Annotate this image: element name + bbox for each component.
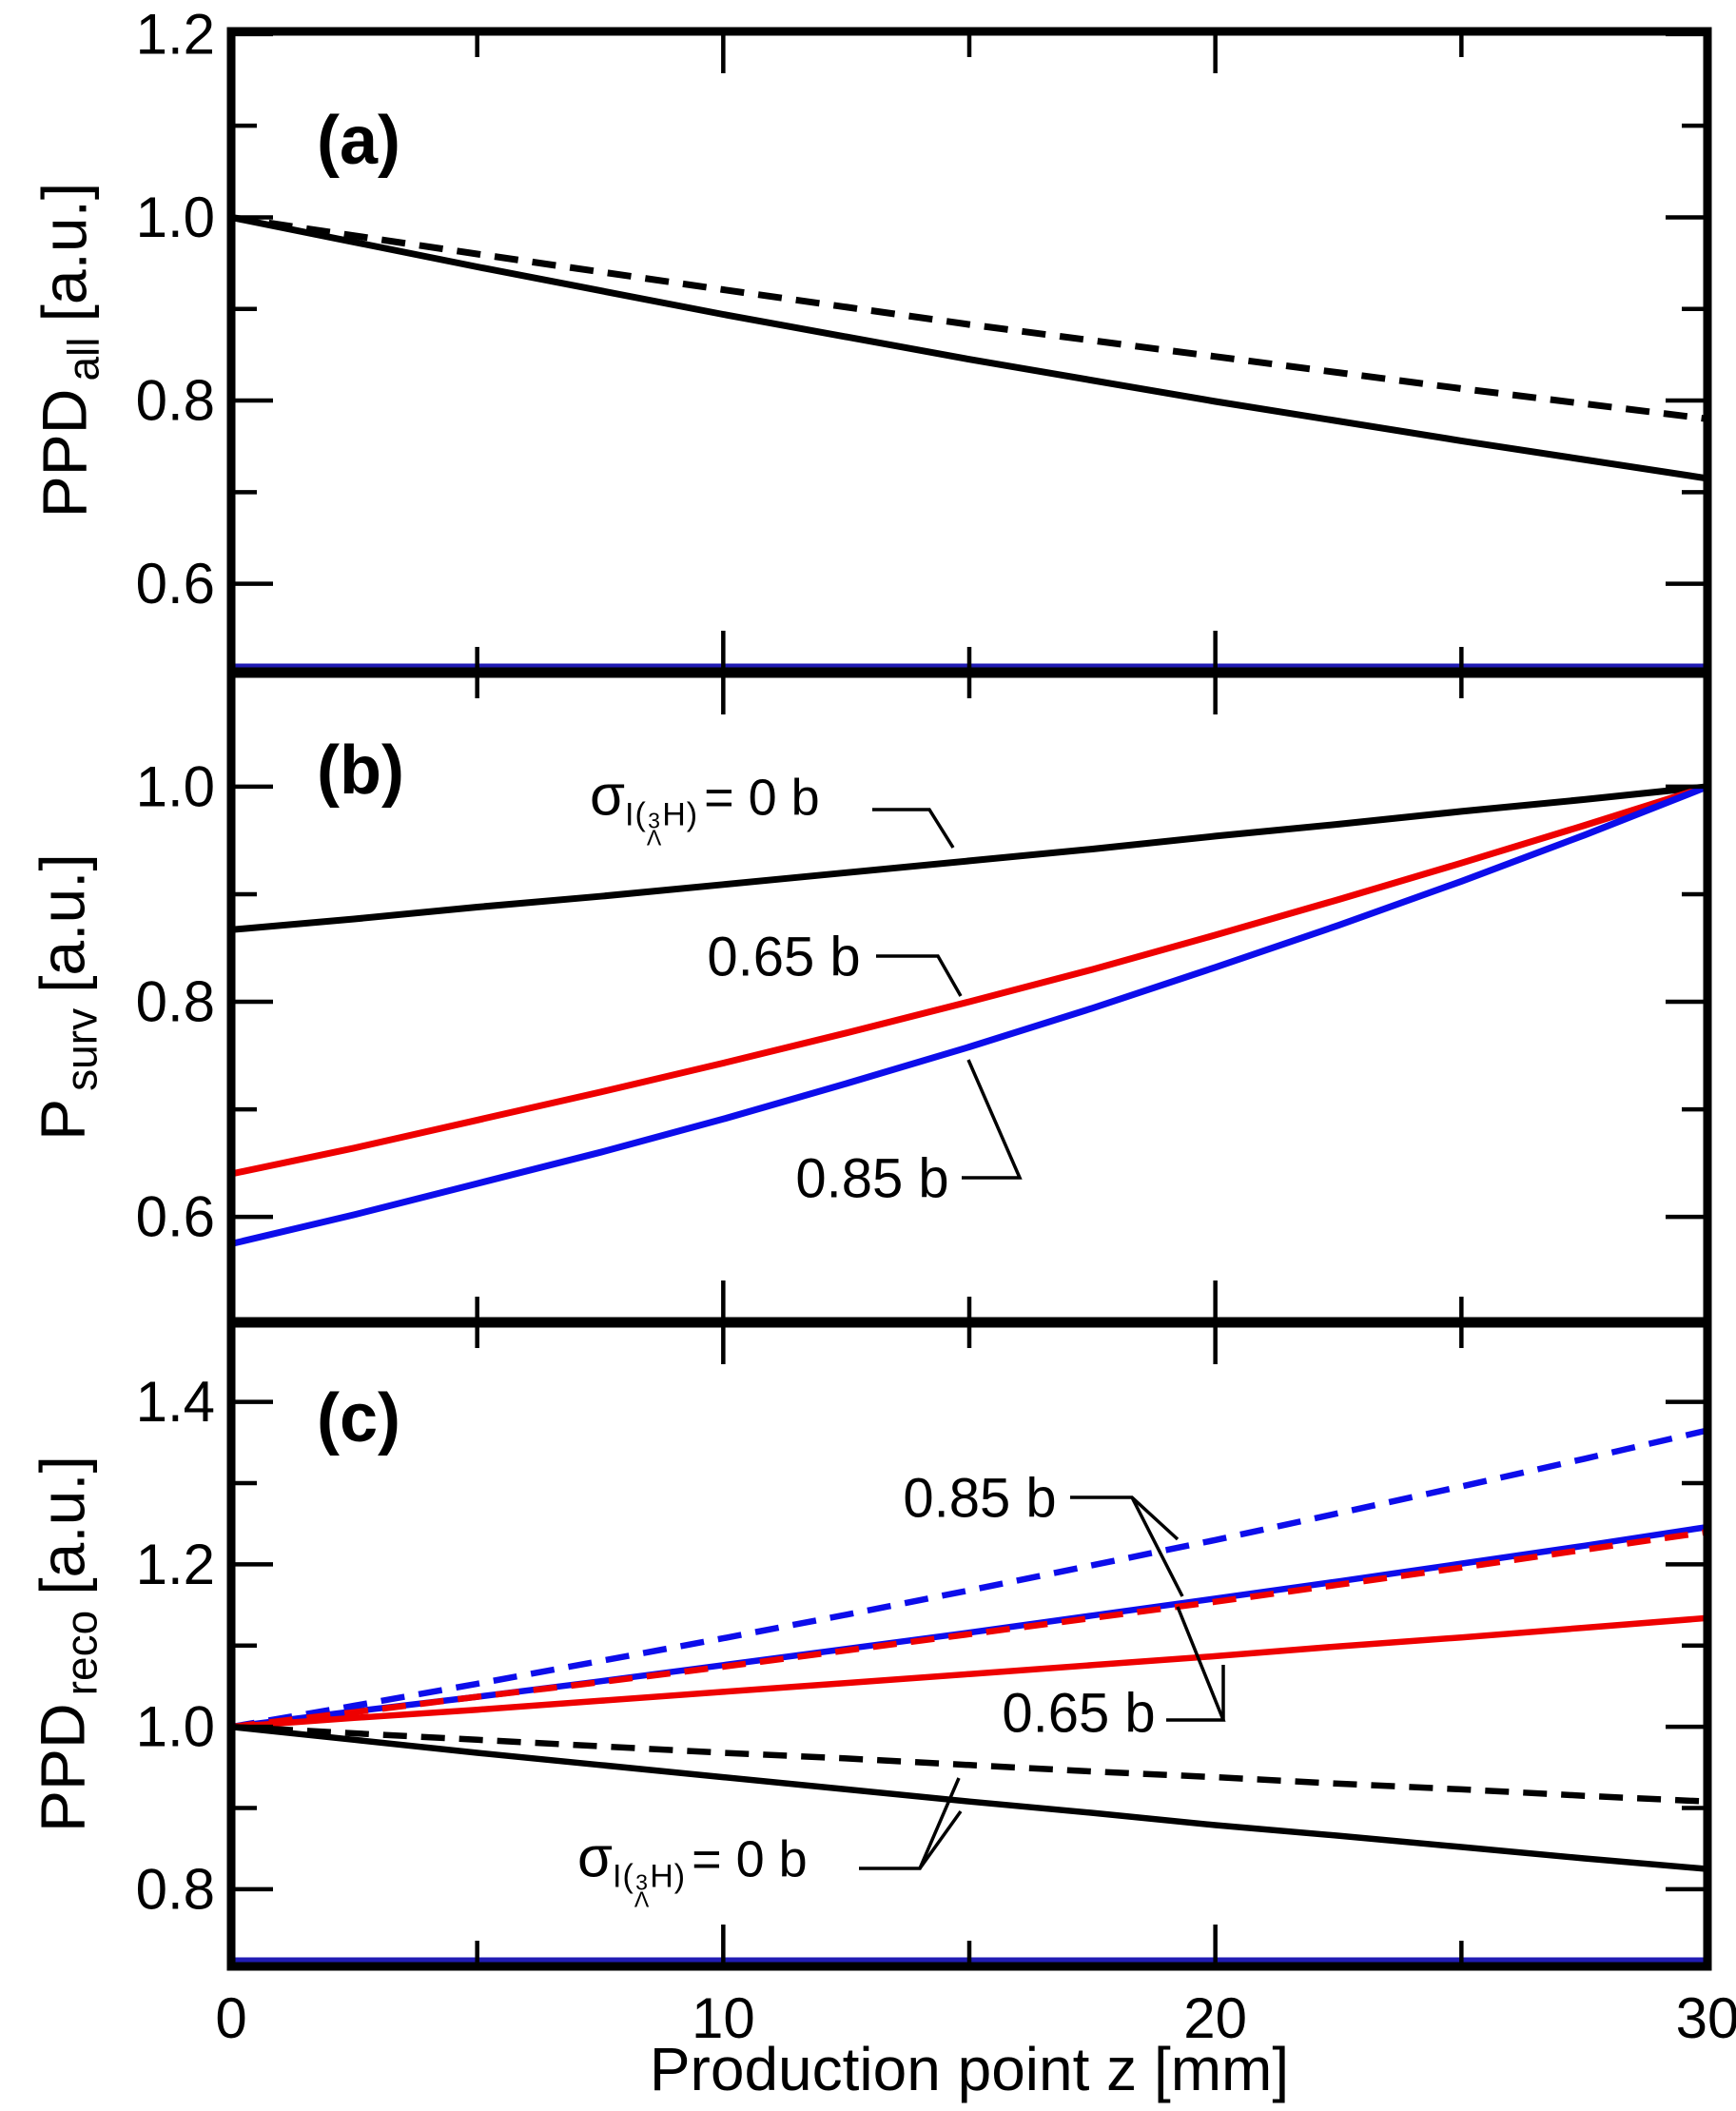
- y-tick-label: 0.6: [136, 1185, 215, 1249]
- plot-frame: [226, 27, 1712, 1971]
- curve-ppd-all-dashed-black: [230, 214, 1708, 422]
- curve-ppd-all-solid-black: [230, 214, 1708, 482]
- curve-ppd-reco-0b-solid: [230, 1723, 1708, 1872]
- annotation-psurv-sigma-065b: 0.65 b: [707, 927, 860, 988]
- annotation-ppd-reco-085b: 0.85 b: [903, 1468, 1056, 1530]
- curve-ppd-reco-085b-dashed: [230, 1427, 1708, 1730]
- panel-label-b: (b): [317, 733, 404, 809]
- curve-ppd-reco-085b-solid: [230, 1523, 1708, 1730]
- annotation-leader: [918, 1809, 963, 1870]
- y-tick-label: 1.2: [136, 1533, 215, 1596]
- y-tick-label: 1.4: [136, 1370, 215, 1434]
- curve-psurv-sigma-0b: [230, 783, 1708, 933]
- annotation-leader: [876, 954, 963, 997]
- x-tick-label: 30: [1676, 1986, 1736, 2050]
- y-tick-label: 1.0: [136, 754, 215, 818]
- annotation-leader: [872, 808, 955, 849]
- annotation-leader: [1070, 1495, 1180, 1541]
- y-tick-label: 0.8: [136, 970, 215, 1034]
- y-tick-label: 0.6: [136, 552, 215, 616]
- y-tick-label: 1.0: [136, 186, 215, 249]
- annotation-leader: [1130, 1496, 1184, 1597]
- annotation-leader: [962, 1059, 1023, 1180]
- annotation-leader: [1166, 1606, 1226, 1722]
- y-tick-label: 1.2: [136, 2, 215, 66]
- annotation-ppd-reco-065b: 0.65 b: [1002, 1683, 1155, 1745]
- curve-ppd-reco-0b-dashed: [230, 1723, 1708, 1805]
- x-tick-label: 10: [692, 1986, 755, 2050]
- y-tick-label: 1.0: [136, 1695, 215, 1759]
- x-tick-label: 20: [1183, 1986, 1247, 2050]
- panel-label-c: (c): [317, 1380, 400, 1456]
- annotation-psurv-sigma-085b: 0.85 b: [795, 1148, 948, 1210]
- y-tick-label: 0.8: [136, 369, 215, 433]
- x-tick-label: 0: [215, 1986, 246, 2050]
- panel-label-a: (a): [317, 103, 400, 179]
- y-tick-label: 0.8: [136, 1857, 215, 1921]
- curve-psurv-sigma-065b: [230, 783, 1709, 1178]
- curve-psurv-sigma-085b: [230, 783, 1709, 1247]
- curve-ppd-reco-065b-dashed: [230, 1529, 1708, 1730]
- curve-ppd-reco-065b-solid: [230, 1614, 1708, 1730]
